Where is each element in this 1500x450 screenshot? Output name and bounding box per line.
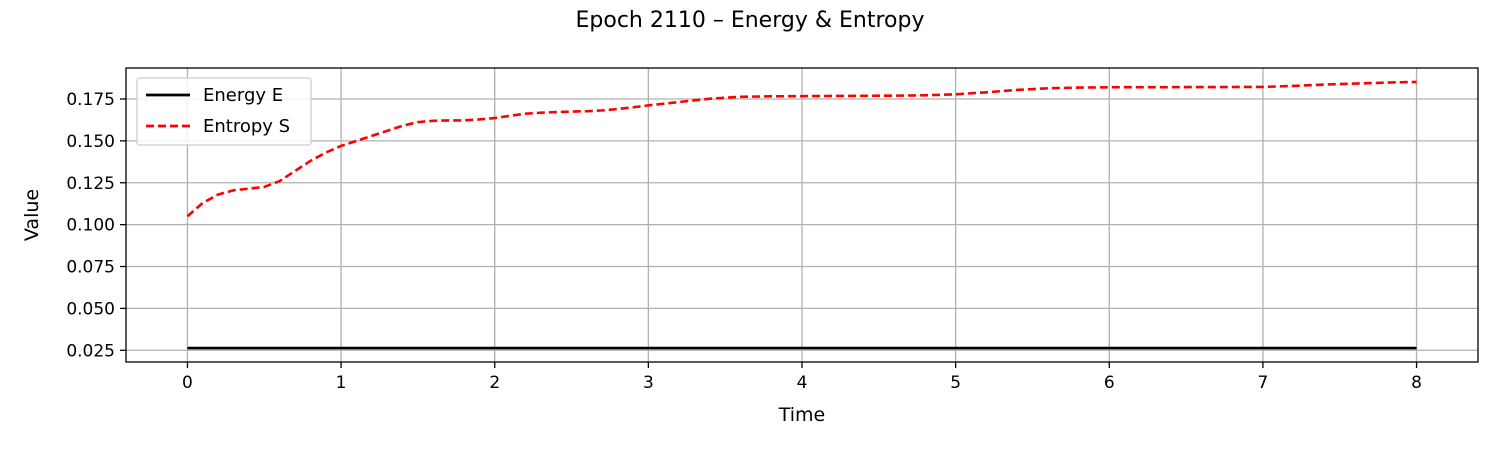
entropy-s-line xyxy=(186,80,1417,218)
legend-energy-label: Energy E xyxy=(203,85,283,106)
x-tick-label: 7 xyxy=(1257,373,1268,393)
grid-layer xyxy=(126,68,1478,362)
y-axis-label: Value xyxy=(21,189,43,241)
y-tick-label: 0.125 xyxy=(66,174,115,194)
x-tick-label: 0 xyxy=(182,373,193,393)
legend: Energy E Entropy S xyxy=(136,77,312,146)
series-layer xyxy=(186,80,1417,350)
x-tick-label: 5 xyxy=(950,373,961,393)
x-axis-label: Time xyxy=(778,404,826,426)
x-tick-label: 4 xyxy=(797,373,808,393)
y-tick-label: 0.100 xyxy=(66,216,115,236)
x-tick-label: 6 xyxy=(1104,373,1115,393)
x-tick-label: 3 xyxy=(643,373,654,393)
x-tick-label: 2 xyxy=(489,373,500,393)
y-tick-label: 0.050 xyxy=(66,299,115,319)
x-tick-label: 1 xyxy=(336,373,347,393)
y-tick-label: 0.150 xyxy=(66,132,115,152)
x-tick-label: 8 xyxy=(1411,373,1422,393)
y-tick-label: 0.075 xyxy=(66,258,115,278)
tick-layer: 0 1 2 3 4 5 6 7 8 0.025 0.050 0.075 0.100 0.125 0.150 0… xyxy=(66,90,1422,393)
legend-entropy-label: Entropy S xyxy=(203,116,290,137)
chart-title: Epoch 2110 – Energy & Entropy xyxy=(576,8,925,33)
y-tick-label: 0.175 xyxy=(66,90,115,110)
y-tick-label: 0.025 xyxy=(66,341,115,361)
